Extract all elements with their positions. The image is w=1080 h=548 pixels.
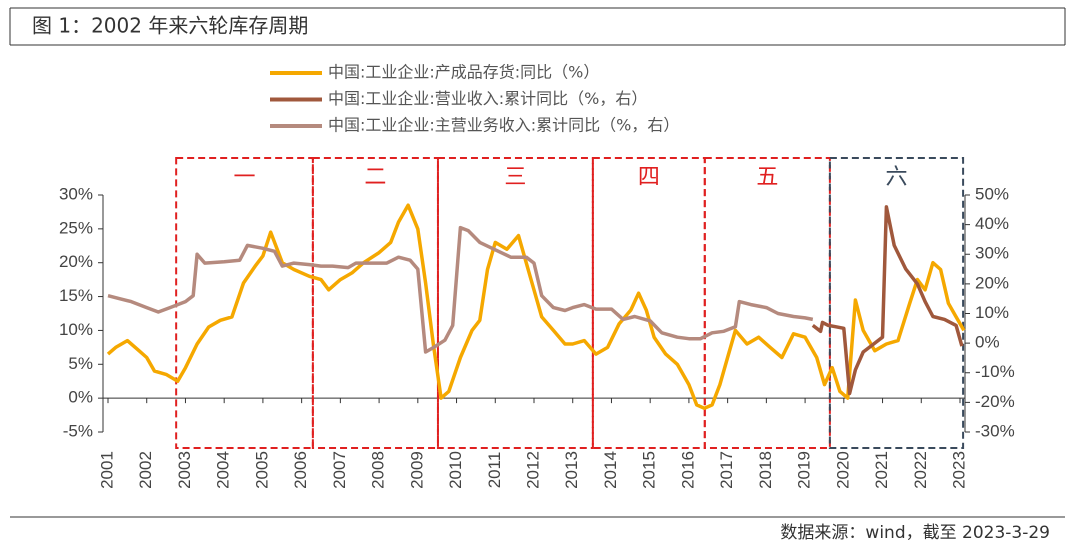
- y-tick-label: 20%: [59, 252, 93, 271]
- y2-tick-label: -30%: [975, 421, 1015, 440]
- x-tick-label: 2011: [485, 452, 504, 489]
- series-line: [811, 205, 964, 396]
- cycle-label: 六: [885, 165, 907, 190]
- y-tick-label: 0%: [68, 388, 93, 407]
- x-tick-label: 2020: [833, 451, 852, 489]
- y2-tick-label: 50%: [975, 184, 1009, 203]
- x-tick-label: 2017: [717, 451, 736, 489]
- series-line: [106, 203, 966, 411]
- x-tick-label: 2008: [369, 451, 388, 489]
- x-tick-label: 2006: [291, 451, 310, 489]
- x-tick-label: 2007: [330, 451, 349, 489]
- y-tick-label: -5%: [63, 421, 93, 440]
- legend-label: 中国:工业企业:营业收入:累计同比（%，右）: [328, 89, 647, 108]
- x-tick-label: 2010: [446, 451, 465, 489]
- cycle-label: 三: [504, 165, 526, 190]
- x-tick-label: 2014: [601, 451, 620, 489]
- cycle-label: 五: [756, 165, 778, 190]
- y2-tick-label: 30%: [975, 244, 1009, 263]
- y-tick-label: 25%: [59, 218, 93, 237]
- x-tick-label: 2004: [214, 451, 233, 489]
- x-tick-label: 2005: [252, 451, 271, 489]
- y2-tick-label: 0%: [975, 333, 1000, 352]
- y-tick-label: 30%: [59, 184, 93, 203]
- y-tick-label: 10%: [59, 320, 93, 339]
- source: 数据来源：wind，截至 2023-3-29: [780, 523, 1050, 543]
- series-line: [107, 225, 814, 354]
- x-tick-label: 2016: [678, 451, 697, 489]
- y2-tick-label: 10%: [975, 303, 1009, 322]
- cycle-label: 四: [638, 165, 660, 190]
- legend-label: 中国:工业企业:主营业务收入:累计同比（%，右）: [328, 116, 679, 135]
- x-tick-label: 2001: [97, 451, 116, 489]
- cycle-box: [311, 157, 439, 449]
- y-tick-label: 15%: [59, 286, 93, 305]
- x-tick-label: 2002: [136, 451, 155, 489]
- x-tick-label: 2019: [795, 451, 814, 489]
- x-tick-label: 2012: [523, 451, 542, 489]
- x-tick-label: 2013: [562, 451, 581, 489]
- x-tick-label: 2022: [911, 451, 930, 489]
- x-tick-label: 2015: [640, 451, 659, 489]
- cycle-box: [703, 157, 831, 449]
- y2-tick-label: -10%: [975, 362, 1015, 381]
- cycle-box: [828, 157, 965, 449]
- y2-tick-label: 20%: [975, 273, 1009, 292]
- cycle-box: [591, 157, 706, 449]
- x-tick-label: 2023: [949, 451, 968, 489]
- x-tick-label: 2009: [407, 451, 426, 489]
- cycle-box: [436, 157, 594, 449]
- legend-label: 中国:工业企业:产成品存货:同比（%）: [328, 63, 599, 82]
- y2-tick-label: -20%: [975, 392, 1015, 411]
- x-tick-label: 2003: [175, 451, 194, 489]
- chart-title: 图 1：2002 年来六轮库存周期: [32, 14, 308, 38]
- y-tick-label: 5%: [68, 354, 93, 373]
- cycle-box: [175, 157, 314, 449]
- x-tick-label: 2018: [756, 451, 775, 489]
- cycle-label: 一: [234, 165, 256, 190]
- cycle-label: 二: [364, 165, 386, 190]
- y2-tick-label: 40%: [975, 214, 1009, 233]
- x-tick-label: 2021: [872, 451, 891, 489]
